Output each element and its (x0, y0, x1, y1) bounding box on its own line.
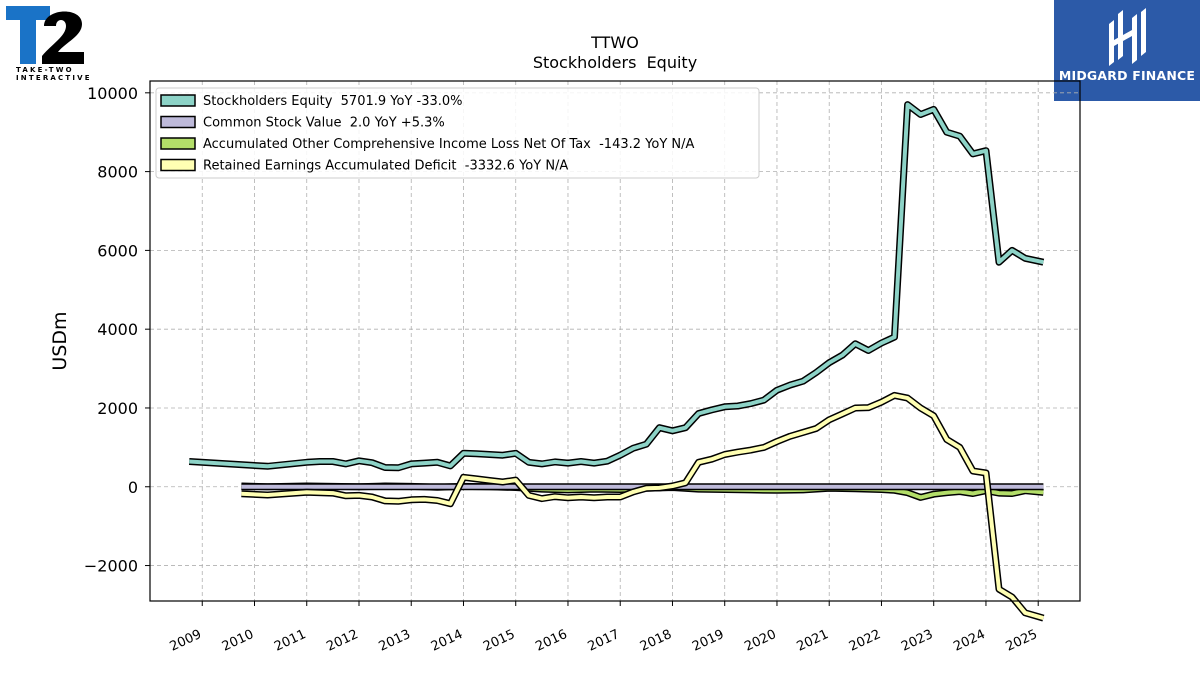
plot-frame (149, 80, 1081, 602)
t2-logo-mark (6, 6, 84, 64)
midgard-finance-logo: MIDGARD FINANCE (1054, 0, 1200, 101)
x-tick-label: 2021 (795, 627, 831, 655)
y-tick-label: 0 (128, 478, 138, 497)
t2-logo-line1: TAKE-TWO (16, 66, 74, 74)
x-tick-label: 2023 (899, 627, 935, 655)
x-tick-label: 2017 (586, 627, 622, 655)
y-axis-label: USDm (49, 311, 71, 370)
y-tick-label: 2000 (97, 399, 138, 418)
take-two-logo: TAKE-TWO INTERACTIVE (0, 0, 92, 90)
x-tick-label: 2009 (168, 627, 204, 655)
x-tick-label: 2016 (533, 627, 569, 655)
legend-box (155, 87, 760, 179)
y-axis-ticks: −2000 0 2000 4000 6000 8000 10000 (84, 84, 150, 576)
y-tick-label: −2000 (84, 557, 138, 576)
x-axis-ticks: 2009 2010 2011 2012 2013 2014 2015 2016 2017 2018… (168, 601, 1040, 655)
series-line-retained-earnings-accumulated-deficit (241, 393, 1044, 621)
x-tick-label: 2019 (690, 627, 726, 655)
x-tick-label: 2012 (324, 627, 360, 655)
x-tick-label: 2024 (951, 627, 987, 655)
x-tick-label: 2013 (377, 627, 413, 655)
legend-label: Retained Earnings Accumulated Deficit -3… (203, 159, 568, 174)
x-tick-label: 2015 (481, 627, 517, 655)
series-line-stockholders-equity (189, 102, 1044, 470)
legend-swatch (160, 137, 196, 150)
chart-subtitle: Stockholders Equity (533, 53, 697, 72)
series-outline-retained-earnings-accumulated-deficit (241, 391, 1045, 622)
y-tick-label: 8000 (97, 163, 138, 182)
t2-logo-line2: INTERACTIVE (16, 74, 92, 82)
series-lines (188, 101, 1045, 622)
y-tick-label: 6000 (97, 241, 138, 260)
midgard-logo-text: MIDGARD FINANCE (1058, 68, 1196, 83)
legend: Stockholders Equity 5701.9 YoY -33.0% Com… (155, 87, 760, 179)
y-tick-label: 4000 (97, 320, 138, 339)
x-tick-label: 2020 (742, 627, 778, 655)
y-tick-label: 10000 (87, 84, 138, 103)
legend-swatch (160, 115, 196, 129)
x-tick-label: 2025 (1004, 627, 1040, 655)
chart-title: TTWO (590, 33, 639, 52)
x-tick-label: 2022 (847, 627, 883, 655)
x-tick-label: 2010 (220, 627, 256, 655)
x-tick-label: 2018 (638, 627, 674, 655)
legend-label: Accumulated Other Comprehensive Income L… (203, 137, 694, 152)
legend-swatch (160, 158, 196, 172)
midgard-logo-mark (1109, 8, 1146, 66)
legend-label: Stockholders Equity 5701.9 YoY -33.0% (203, 94, 463, 109)
legend-swatch (160, 94, 196, 107)
legend-label: Common Stock Value 2.0 YoY +5.3% (203, 116, 445, 131)
t2-logo-text: TAKE-TWO INTERACTIVE (16, 66, 92, 82)
x-tick-label: 2011 (272, 627, 308, 655)
x-tick-label: 2014 (429, 627, 465, 655)
